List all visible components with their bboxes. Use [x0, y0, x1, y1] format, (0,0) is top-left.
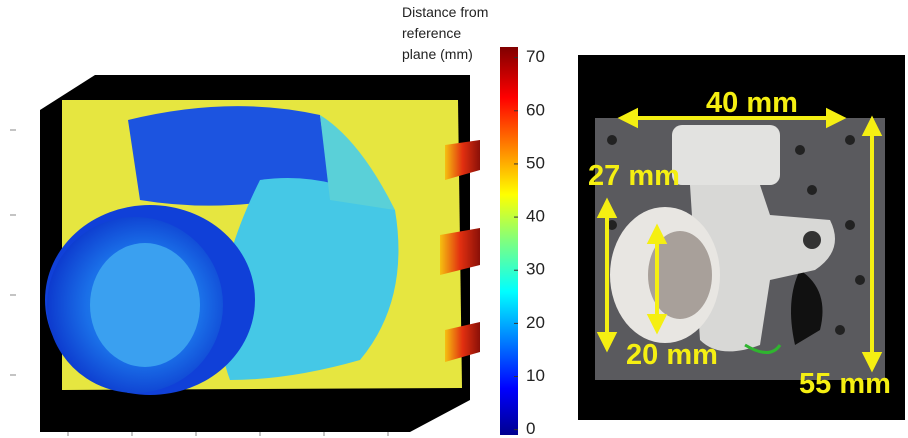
colorbar-title: Distance from: [402, 4, 488, 20]
colorbar-tick-label: 20: [526, 313, 545, 332]
colorbar-tick-label: 60: [526, 100, 545, 119]
hole: [803, 231, 821, 249]
colorbar-tick-label: 70: [526, 47, 545, 66]
fitting-top: [672, 125, 780, 185]
dimension-label: 27 mm: [588, 160, 680, 192]
peg: [445, 140, 480, 180]
colorbar-tick-label: 10: [526, 366, 545, 385]
peg: [440, 228, 480, 275]
colorbar-tick-label: 30: [526, 260, 545, 279]
photo: 40 mm 27 mm 20 mm 55 mm: [578, 55, 905, 420]
bore: [90, 243, 200, 367]
colorbar-tick-label: 40: [526, 207, 545, 226]
dimension-label: 55 mm: [799, 368, 891, 400]
dimension-label: 40 mm: [706, 87, 798, 119]
dimension-label: 20 mm: [626, 339, 718, 371]
depth-map: [10, 75, 480, 436]
colorbar-title: plane (mm): [402, 46, 473, 62]
figure: Distance from reference plane (mm) 0 10 20 30 4…: [0, 0, 908, 438]
colorbar-title: reference: [402, 25, 461, 41]
colorbar-tick-label: 50: [526, 153, 545, 172]
colorbar-tick-label: 0: [526, 419, 535, 438]
